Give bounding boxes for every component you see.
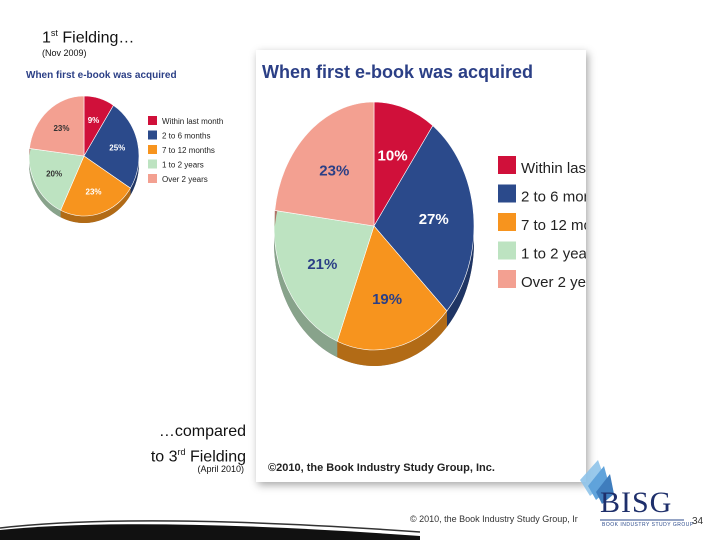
legend-label: Within last month xyxy=(162,117,223,126)
legend: Within last month 2 to 6 months 7 to 12 mo… xyxy=(148,116,223,184)
slice-label: 19% xyxy=(372,291,402,308)
footer-swoosh xyxy=(0,524,420,540)
slice-label: 25% xyxy=(109,144,125,153)
slice-label: 21% xyxy=(307,256,337,273)
pie-slice xyxy=(373,101,434,228)
legend-label: 7 to 12 months xyxy=(521,217,586,234)
pie-slice xyxy=(336,225,448,351)
legend-label: 1 to 2 years xyxy=(521,246,586,263)
page-number: 34 xyxy=(692,516,704,527)
legend-swatch xyxy=(148,174,157,183)
slice-label: 23% xyxy=(319,162,349,179)
legend-label: Over 2 years xyxy=(521,274,586,291)
footer-copyright: © 2010, the Book Industry Study Group, I… xyxy=(410,514,578,524)
legend-swatch xyxy=(498,156,516,174)
first-fielding-date: (Nov 2009) xyxy=(42,48,87,58)
first-fielding-chart: When first e-book was acquired 9% 25% 23% 2… xyxy=(26,70,223,224)
pie-slice-side xyxy=(337,310,447,366)
slice-label: 23% xyxy=(53,124,69,133)
pie-slice xyxy=(373,125,475,312)
third-fielding-card: When first e-book was acquired 10% 27% 19%… xyxy=(256,50,586,482)
chart-copyright: ©2010, the Book Industry Study Group, In… xyxy=(268,462,495,474)
legend-label: Within last month xyxy=(521,160,586,177)
slice-label: 9% xyxy=(88,116,100,125)
pie-slice-side xyxy=(28,148,61,218)
chart-title: When first e-book was acquired xyxy=(26,70,177,81)
legend-label: 7 to 12 months xyxy=(162,146,215,155)
legend-label: 2 to 6 months xyxy=(162,132,210,141)
third-fielding-chart: When first e-book was acquired 10% 27% 19%… xyxy=(262,62,586,366)
legend-swatch xyxy=(498,241,516,260)
legend-label: Over 2 years xyxy=(162,175,208,184)
pie-slice-side xyxy=(60,188,131,224)
slide-title: 1st Fielding… xyxy=(42,28,135,47)
third-fielding-date: (April 2010) xyxy=(197,464,244,474)
slice-label: 27% xyxy=(419,211,449,228)
chart-title: When first e-book was acquired xyxy=(262,62,533,82)
pie: 10% 27% 19% 21% 23% xyxy=(273,101,475,366)
pie: 9% 25% 23% 20% 23% xyxy=(28,95,140,224)
logo-subtext: BOOK INDUSTRY STUDY GROUP xyxy=(602,522,694,528)
compare-caption: …compared to 3rd Fielding xyxy=(150,423,246,466)
slice-label: 10% xyxy=(378,147,408,164)
legend-label: 1 to 2 years xyxy=(162,161,204,170)
pie-slice xyxy=(28,148,85,211)
pie-slice xyxy=(274,101,375,227)
slice-label: 23% xyxy=(86,188,102,197)
legend-swatch xyxy=(148,145,157,154)
legend-swatch xyxy=(498,213,516,231)
legend-swatch xyxy=(498,270,516,288)
footer-decoration xyxy=(0,520,420,540)
pie-slice-side xyxy=(274,210,338,358)
legend-label: 2 to 6 months xyxy=(521,189,586,206)
legend-swatch xyxy=(148,130,157,140)
legend-swatch xyxy=(148,159,157,169)
legend-swatch xyxy=(498,184,516,203)
bisg-logo: BISG BOOK INDUSTRY STUDY GROUP xyxy=(576,452,694,532)
legend: Within last month 2 to 6 months 7 to 12 mo… xyxy=(498,156,586,291)
pie-slice xyxy=(273,210,375,342)
logo-emblem xyxy=(580,460,684,521)
pie-slice xyxy=(29,95,85,157)
pie-slice xyxy=(83,104,140,189)
slice-label: 20% xyxy=(46,170,62,179)
pie-slice xyxy=(60,155,131,217)
logo-wordmark: BISG xyxy=(600,486,673,519)
legend-swatch xyxy=(148,116,157,125)
